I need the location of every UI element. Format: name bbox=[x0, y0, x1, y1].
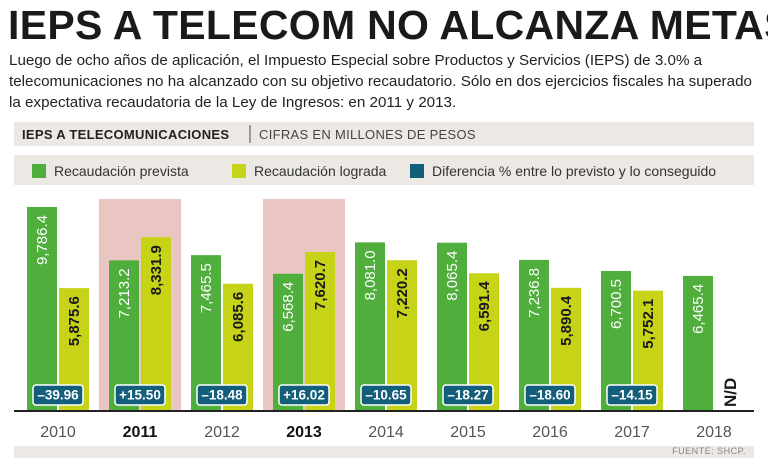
label-prevista-2014: 8,081.0 bbox=[362, 250, 379, 300]
label-lograda-2012: 6,085.6 bbox=[230, 292, 247, 342]
bar-prevista-2014 bbox=[355, 242, 385, 410]
bar-prevista-2018 bbox=[683, 275, 713, 410]
source-note: FUENTE: SHCP. bbox=[672, 446, 746, 456]
legend-swatch-lograda bbox=[232, 163, 246, 178]
bar-prevista-2012 bbox=[191, 255, 221, 410]
x-tick-2014: 2014 bbox=[368, 424, 404, 441]
label-diferencia-2011: +15.50 bbox=[119, 388, 161, 403]
badge-diferencia-2014 bbox=[360, 384, 412, 406]
label-prevista-2013: 6,568.4 bbox=[280, 282, 297, 332]
label-diferencia-2010: –39.96 bbox=[37, 388, 79, 403]
page-title: IEPS A TELECOM NO ALCANZA METAS bbox=[8, 2, 768, 48]
section-title: IEPS A TELECOMUNICACIONES bbox=[22, 127, 230, 142]
label-diferencia-2014: –10.65 bbox=[365, 388, 407, 403]
x-tick-2018: 2018 bbox=[696, 424, 732, 441]
label-prevista-2017: 6,700.5 bbox=[608, 279, 625, 329]
label-lograda-2011: 8,331.9 bbox=[148, 245, 165, 295]
legend-label-prevista: Recaudación prevista bbox=[54, 162, 189, 179]
label-prevista-2012: 7,465.5 bbox=[198, 263, 215, 313]
section-divider bbox=[249, 125, 251, 143]
label-lograda-2015: 6,591.4 bbox=[476, 281, 493, 332]
legend-swatch-diferencia bbox=[410, 163, 424, 178]
label-prevista-2018: 6,465.4 bbox=[690, 284, 707, 334]
section-subtitle: CIFRAS EN MILLONES DE PESOS bbox=[259, 127, 476, 142]
legend-item-prevista: Recaudación prevista bbox=[32, 162, 189, 179]
legend-item-lograda: Recaudación lograda bbox=[232, 162, 387, 179]
legend-swatch-prevista bbox=[32, 163, 46, 178]
source-bar: FUENTE: SHCP. bbox=[14, 446, 754, 458]
badge-diferencia-2012 bbox=[196, 384, 248, 406]
label-lograda-2018: N/D bbox=[721, 378, 740, 407]
bar-lograda-2011 bbox=[141, 237, 171, 410]
x-tick-2010: 2010 bbox=[40, 424, 76, 441]
label-lograda-2016: 5,890.4 bbox=[558, 295, 575, 346]
badge-diferencia-2013 bbox=[278, 384, 330, 406]
label-diferencia-2012: –18.48 bbox=[201, 388, 243, 403]
label-prevista-2016: 7,236.8 bbox=[526, 268, 543, 318]
x-tick-2017: 2017 bbox=[614, 424, 650, 441]
legend-item-diferencia: Diferencia % entre lo previsto y lo cons… bbox=[410, 162, 717, 179]
label-diferencia-2015: –18.27 bbox=[447, 388, 488, 403]
badge-diferencia-2015 bbox=[442, 384, 494, 406]
label-lograda-2010: 5,875.6 bbox=[66, 296, 83, 346]
legend-label-lograda: Recaudación lograda bbox=[254, 162, 387, 179]
legend-label-diferencia: Diferencia % entre lo previsto y lo cons… bbox=[432, 162, 717, 179]
badge-diferencia-2010 bbox=[32, 384, 84, 406]
label-lograda-2013: 7,620.7 bbox=[312, 260, 329, 310]
label-prevista-2015: 8,065.4 bbox=[444, 251, 461, 301]
badge-diferencia-2017 bbox=[606, 384, 658, 406]
label-diferencia-2016: –18.60 bbox=[529, 388, 570, 403]
label-diferencia-2017: –14.15 bbox=[611, 388, 653, 403]
bar-prevista-2010 bbox=[27, 207, 57, 410]
x-tick-2013: 2013 bbox=[286, 424, 322, 441]
label-prevista-2011: 7,213.2 bbox=[116, 268, 133, 318]
x-tick-2012: 2012 bbox=[204, 424, 240, 441]
badge-diferencia-2011 bbox=[114, 384, 166, 406]
x-tick-2011: 2011 bbox=[123, 424, 158, 441]
x-tick-2015: 2015 bbox=[450, 424, 486, 441]
label-prevista-2010: 9,786.4 bbox=[34, 215, 51, 265]
badge-diferencia-2016 bbox=[524, 384, 576, 406]
section-header: IEPS A TELECOMUNICACIONES CIFRAS EN MILL… bbox=[14, 122, 754, 146]
bar-prevista-2015 bbox=[437, 242, 467, 410]
label-lograda-2014: 7,220.2 bbox=[394, 268, 411, 318]
intro-text: Luego de ocho años de aplicación, el Imp… bbox=[9, 52, 752, 111]
bar-lograda-2013 bbox=[305, 251, 335, 410]
label-lograda-2017: 5,752.1 bbox=[640, 299, 657, 349]
label-diferencia-2013: +16.02 bbox=[283, 388, 325, 403]
x-tick-2016: 2016 bbox=[532, 424, 568, 441]
legend: Recaudación prevista Recaudación lograda… bbox=[14, 155, 754, 185]
